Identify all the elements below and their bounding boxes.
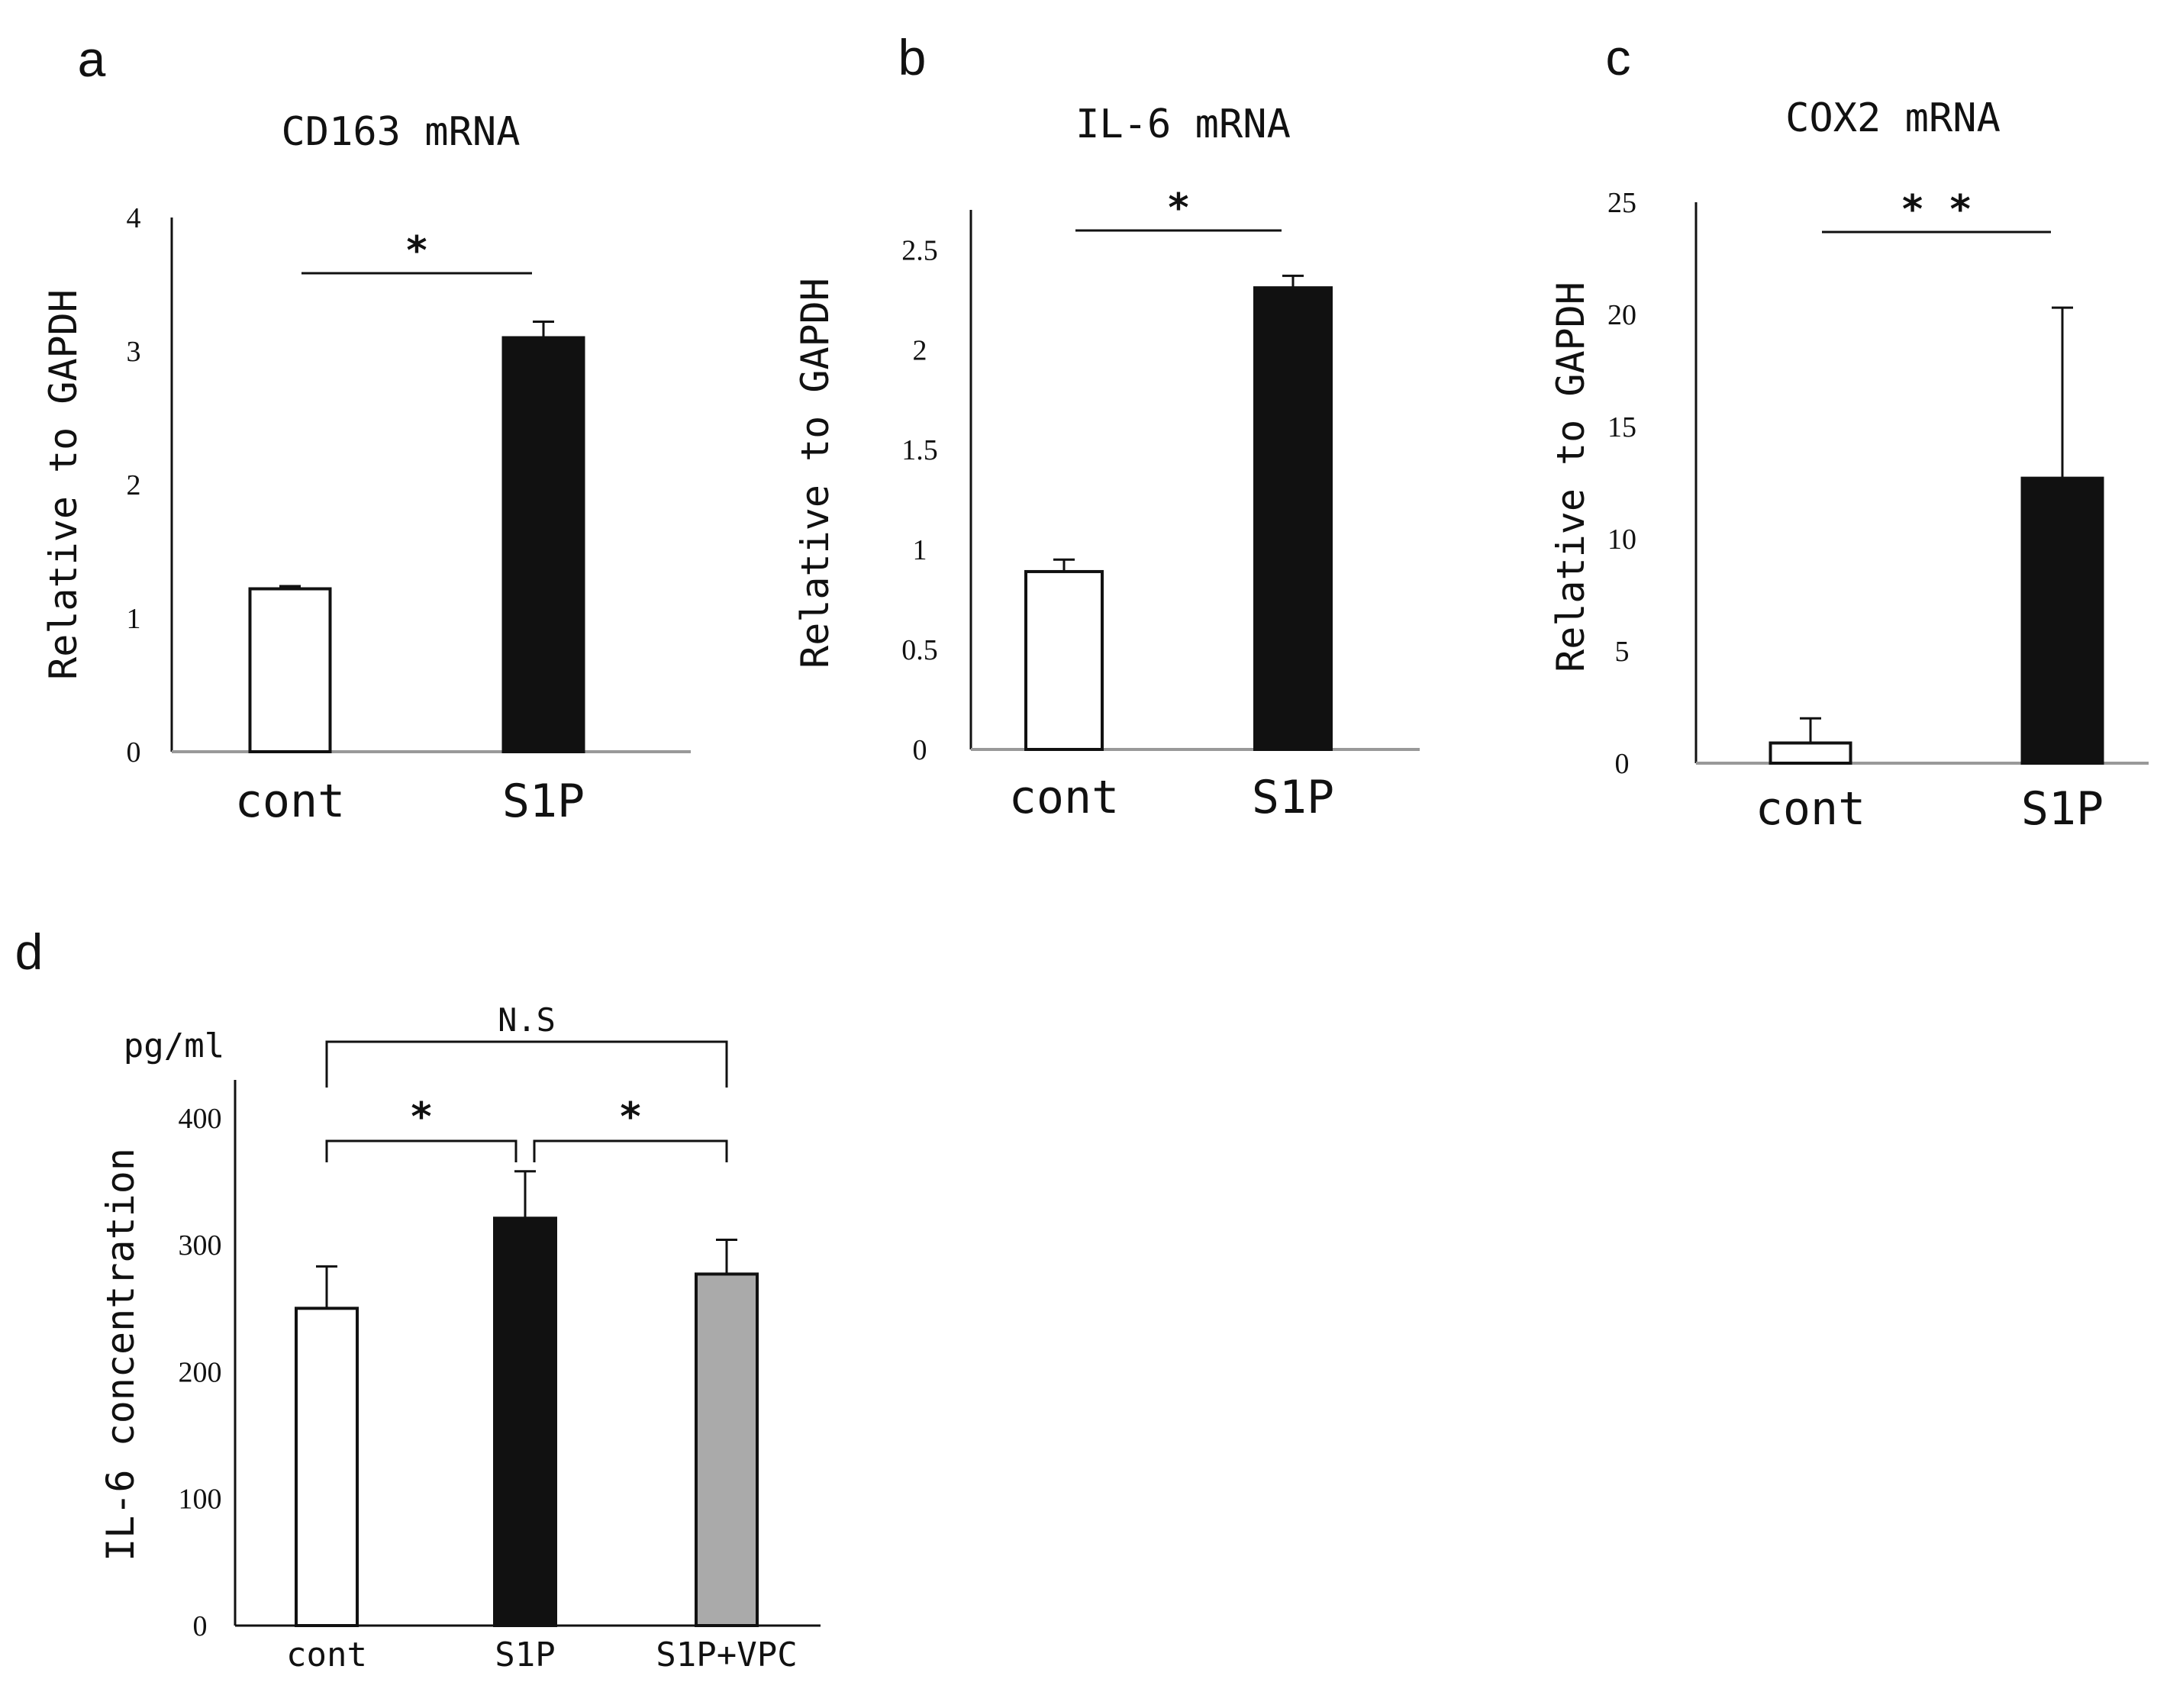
bar-s1p <box>501 336 585 753</box>
chart-title: IL-6 mRNA <box>1075 102 1291 147</box>
panel-letter: c <box>1606 29 1631 85</box>
bar-cont <box>1769 741 1852 765</box>
y-tick-label: 0 <box>127 736 141 769</box>
bar-s1p <box>2020 476 2104 765</box>
significance-label: * <box>409 1094 433 1140</box>
category-label: S1P <box>495 1635 555 1674</box>
bar-s1p <box>493 1217 557 1627</box>
y-tick-label: 2 <box>127 469 141 501</box>
significance-bracket <box>325 1139 518 1162</box>
bar-s1p <box>1253 286 1333 752</box>
y-unit-label: pg/ml <box>124 1026 224 1065</box>
bar-cont <box>248 587 332 753</box>
y-tick-label: 5 <box>1615 636 1630 668</box>
y-tick-label: 4 <box>127 202 141 234</box>
y-tick-label: 1.5 <box>901 434 938 466</box>
panel-letter: d <box>15 923 44 980</box>
category-label: S1P <box>502 775 585 828</box>
y-tick-label: 1 <box>127 603 141 635</box>
panel-a: a CD163 mRNA Relative to GAPDH 0 1 2 3 4 cont S1P… <box>41 31 691 828</box>
y-tick-label: 0.5 <box>901 634 938 666</box>
panel-letter: b <box>898 29 927 85</box>
y-tick-label: 15 <box>1607 411 1636 443</box>
category-label: cont <box>286 1635 367 1674</box>
bar-s1p-vpc <box>695 1272 759 1627</box>
category-label: S1P <box>1252 771 1334 824</box>
category-label: cont <box>235 775 346 828</box>
category-label: S1P+VPC <box>656 1635 797 1674</box>
significance-bracket <box>533 1139 728 1162</box>
y-tick-label: 0 <box>193 1610 208 1642</box>
panel-d: d pg/ml IL-6 concentration 0 100 200 300 400 con… <box>15 923 821 1674</box>
significance-label: * <box>405 228 428 274</box>
category-label: cont <box>1756 782 1866 836</box>
bar-cont <box>1024 569 1104 751</box>
significance-label: N.S <box>498 1001 556 1039</box>
y-tick-label: 25 <box>1607 187 1636 219</box>
y-tick-label: 20 <box>1607 299 1636 331</box>
y-axis-label: IL-6 concentration <box>98 1148 143 1561</box>
chart-title: COX2 mRNA <box>1785 95 2001 141</box>
significance-bracket <box>325 1040 728 1088</box>
y-tick-label: 3 <box>127 336 141 368</box>
y-axis-label: Relative to GAPDH <box>41 289 85 680</box>
y-tick-label: 2 <box>913 334 927 366</box>
y-tick-label: 100 <box>179 1484 222 1516</box>
y-tick-label: 0 <box>913 734 927 766</box>
y-tick-label: 300 <box>179 1229 222 1262</box>
significance-label: * * <box>1901 187 1972 233</box>
bar-cont <box>295 1307 359 1628</box>
chart-title: CD163 mRNA <box>281 109 520 155</box>
y-tick-label: 0 <box>1615 748 1630 780</box>
panel-letter: a <box>78 31 106 87</box>
y-tick-label: 400 <box>179 1103 222 1135</box>
y-tick-label: 1 <box>913 534 927 566</box>
category-label: cont <box>1009 771 1120 824</box>
y-tick-label: 10 <box>1607 524 1636 556</box>
significance-label: * <box>618 1094 642 1140</box>
significance-label: * <box>1166 185 1190 231</box>
y-axis-label: Relative to GAPDH <box>793 278 837 669</box>
y-tick-label: 200 <box>179 1356 222 1388</box>
panel-b: b IL-6 mRNA Relative to GAPDH 0 0.5 1 1.5 2 2.5 c… <box>793 29 1420 824</box>
y-axis-label: Relative to GAPDH <box>1549 282 1593 672</box>
panel-c: c COX2 mRNA Relative to GAPDH 0 5 10 15 20 25 con… <box>1549 29 2149 836</box>
y-tick-label: 2.5 <box>901 234 938 266</box>
category-label: S1P <box>2021 782 2104 836</box>
